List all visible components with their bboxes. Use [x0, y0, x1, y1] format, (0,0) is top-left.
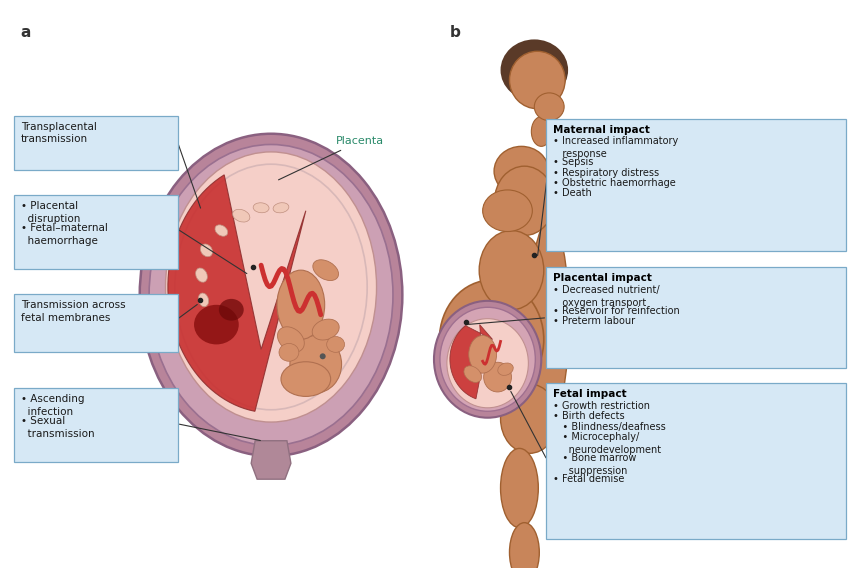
- Ellipse shape: [433, 301, 541, 418]
- Polygon shape: [449, 325, 492, 399]
- Text: • Decreased nutrient/
   oxygen transport: • Decreased nutrient/ oxygen transport: [553, 285, 659, 308]
- Ellipse shape: [479, 231, 543, 309]
- Ellipse shape: [497, 363, 512, 375]
- Ellipse shape: [165, 152, 376, 422]
- Ellipse shape: [149, 144, 393, 445]
- Text: • Fetal–maternal
  haemorrhage: • Fetal–maternal haemorrhage: [21, 223, 108, 246]
- Ellipse shape: [195, 268, 208, 282]
- Text: • Growth restriction: • Growth restriction: [553, 401, 649, 411]
- Ellipse shape: [493, 146, 548, 196]
- FancyBboxPatch shape: [14, 388, 177, 463]
- Text: • Respiratory distress: • Respiratory distress: [553, 168, 659, 178]
- Ellipse shape: [326, 336, 344, 352]
- Ellipse shape: [276, 270, 325, 340]
- Ellipse shape: [139, 134, 402, 456]
- Text: • Preterm labour: • Preterm labour: [553, 316, 635, 326]
- Ellipse shape: [200, 244, 213, 257]
- Ellipse shape: [509, 51, 565, 108]
- Ellipse shape: [281, 362, 331, 396]
- Ellipse shape: [279, 343, 299, 361]
- Ellipse shape: [273, 203, 288, 213]
- Circle shape: [319, 353, 325, 359]
- Text: a: a: [21, 25, 31, 39]
- Ellipse shape: [530, 116, 550, 146]
- Ellipse shape: [446, 319, 528, 408]
- Text: Placental impact: Placental impact: [553, 273, 651, 283]
- Ellipse shape: [529, 220, 568, 419]
- Ellipse shape: [232, 210, 250, 222]
- FancyBboxPatch shape: [14, 294, 177, 352]
- Text: • Blindness/deafness: • Blindness/deafness: [553, 421, 666, 432]
- Ellipse shape: [509, 522, 539, 571]
- Ellipse shape: [500, 384, 558, 453]
- Text: Maternal impact: Maternal impact: [553, 124, 649, 135]
- Ellipse shape: [219, 299, 244, 321]
- Ellipse shape: [534, 93, 563, 120]
- Ellipse shape: [500, 39, 567, 101]
- Text: • Increased inflammatory
   response: • Increased inflammatory response: [553, 136, 678, 159]
- Ellipse shape: [198, 293, 208, 307]
- Ellipse shape: [482, 190, 532, 231]
- Ellipse shape: [468, 336, 496, 373]
- FancyBboxPatch shape: [546, 119, 846, 251]
- Ellipse shape: [313, 260, 338, 280]
- Ellipse shape: [494, 166, 554, 235]
- FancyBboxPatch shape: [14, 116, 177, 170]
- Text: • Ascending
  infection: • Ascending infection: [21, 394, 84, 417]
- Text: • Reservoir for reinfection: • Reservoir for reinfection: [553, 306, 679, 316]
- Ellipse shape: [483, 362, 511, 392]
- Text: Transplacental
transmission: Transplacental transmission: [21, 122, 96, 144]
- Ellipse shape: [439, 307, 535, 411]
- Text: • Sexual
  transmission: • Sexual transmission: [21, 416, 94, 439]
- Text: • Placental
  disruption: • Placental disruption: [21, 201, 80, 224]
- Text: b: b: [449, 25, 461, 39]
- Polygon shape: [251, 441, 290, 479]
- FancyBboxPatch shape: [546, 383, 846, 538]
- Ellipse shape: [214, 225, 227, 236]
- Text: Transmission across
fetal membranes: Transmission across fetal membranes: [21, 300, 125, 323]
- FancyBboxPatch shape: [14, 195, 177, 269]
- Ellipse shape: [439, 280, 543, 399]
- Ellipse shape: [253, 203, 269, 213]
- Text: • Death: • Death: [553, 188, 592, 199]
- Ellipse shape: [277, 327, 304, 352]
- Text: • Birth defects: • Birth defects: [553, 411, 624, 421]
- Text: • Microcephaly/
     neurodevelopment: • Microcephaly/ neurodevelopment: [553, 432, 660, 455]
- Text: • Obstetric haemorrhage: • Obstetric haemorrhage: [553, 178, 675, 188]
- Ellipse shape: [312, 319, 338, 340]
- FancyBboxPatch shape: [546, 267, 846, 368]
- Text: • Sepsis: • Sepsis: [553, 157, 593, 167]
- Ellipse shape: [194, 305, 238, 344]
- Polygon shape: [168, 175, 306, 411]
- Text: • Fetal demise: • Fetal demise: [553, 474, 624, 484]
- Ellipse shape: [463, 366, 481, 383]
- Ellipse shape: [500, 448, 537, 528]
- Text: • Bone marrow
     suppression: • Bone marrow suppression: [553, 453, 635, 476]
- Ellipse shape: [289, 336, 341, 393]
- Text: Fetal impact: Fetal impact: [553, 389, 626, 399]
- Ellipse shape: [538, 182, 563, 260]
- Text: Placenta: Placenta: [278, 136, 383, 180]
